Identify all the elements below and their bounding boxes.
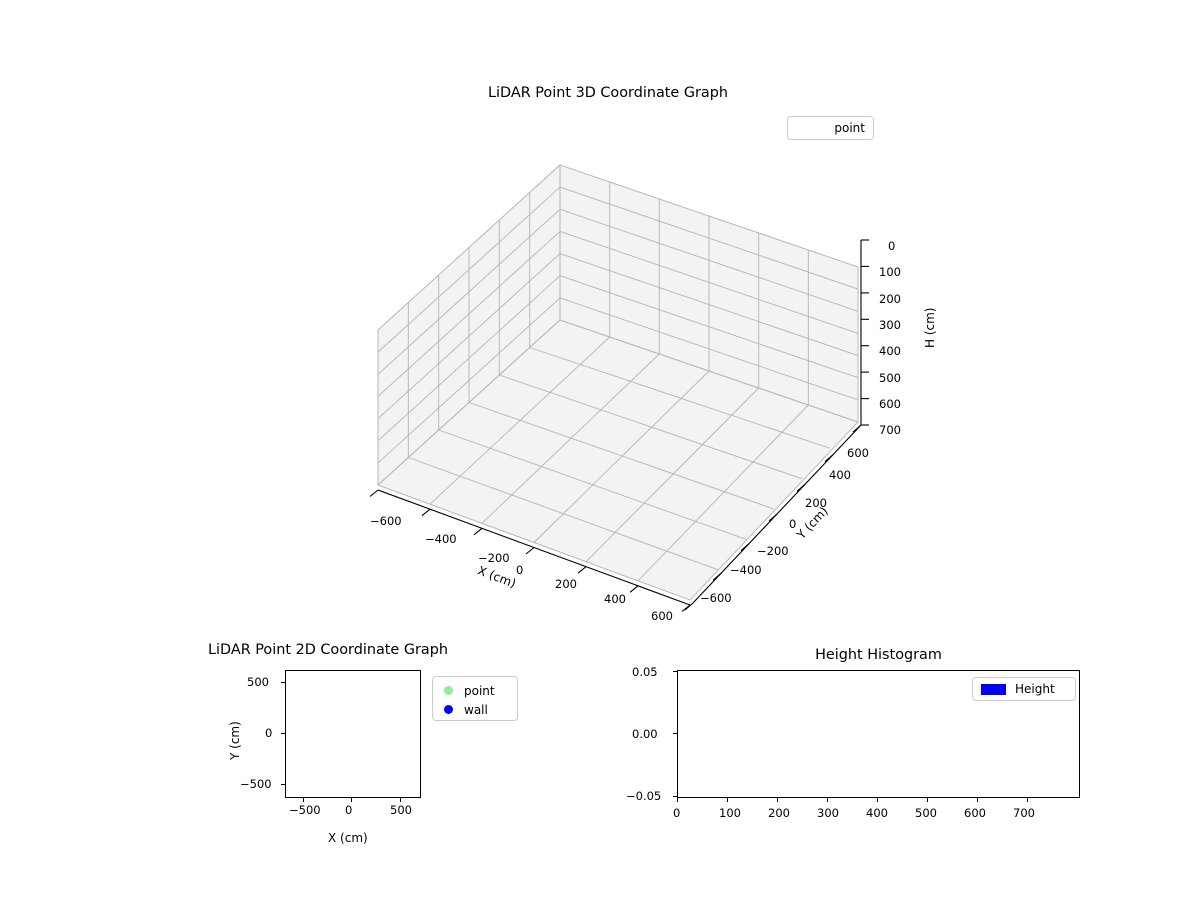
histogram-xtick-5: 500 — [915, 806, 937, 820]
two-d-ytick-mark-1 — [281, 733, 285, 734]
two-d-xtick-mark-1 — [351, 798, 352, 802]
three-d-xtick-1: −400 — [425, 532, 457, 546]
histogram-xtick-mark-7 — [1027, 798, 1028, 802]
histogram-ytick-0: 0.05 — [632, 665, 658, 679]
two-d-yaxis-label: Y (cm) — [228, 721, 242, 760]
two-d-xtick-mark-0 — [303, 798, 304, 802]
histogram-xtick-mark-2 — [777, 798, 778, 802]
histogram-ytick-1: 0.00 — [632, 727, 658, 741]
three-d-legend-label-point: point — [834, 121, 865, 135]
three-d-ytick-0: −600 — [700, 591, 732, 605]
two-d-ytick-m500: −500 — [240, 777, 272, 791]
two-d-plot-area[interactable] — [285, 670, 421, 798]
three-d-htick-6: 600 — [879, 397, 901, 411]
histogram-ytick-mark-0 — [673, 671, 677, 672]
three-d-xtick-6: 600 — [651, 609, 673, 623]
three-d-ytick-5: 400 — [829, 468, 851, 482]
histogram-ytick-2: −0.05 — [626, 789, 662, 803]
two-d-legend-label-wall: wall — [464, 702, 488, 717]
three-d-htick-2: 200 — [879, 292, 901, 306]
two-d-ytick-mark-2 — [281, 784, 285, 785]
histogram-legend-label-height: Height — [1015, 682, 1055, 696]
histogram-xtick-mark-4 — [877, 798, 878, 802]
histogram-xtick-4: 400 — [866, 806, 888, 820]
three-d-htick-4: 400 — [879, 344, 901, 358]
two-d-xtick-500: 500 — [390, 803, 412, 817]
three-d-htick-0: 0 — [888, 239, 896, 253]
histogram-xtick-1: 100 — [719, 806, 741, 820]
histogram-xtick-6: 600 — [964, 806, 986, 820]
histogram-xtick-0: 0 — [673, 806, 681, 820]
legend-marker-height-icon — [981, 683, 1006, 695]
histogram-title: Height Histogram — [815, 647, 942, 663]
two-d-legend[interactable]: point wall — [432, 676, 518, 721]
three-d-xtick-0: −600 — [370, 514, 402, 528]
two-d-xtick-m500: −500 — [289, 803, 321, 817]
legend-marker-point-icon — [444, 686, 453, 695]
histogram-ytick-mark-2 — [673, 796, 677, 797]
two-d-ytick-500: 500 — [247, 675, 269, 689]
histogram-xtick-mark-6 — [977, 798, 978, 802]
two-d-legend-label-point: point — [464, 683, 495, 698]
three-d-ytick-4: 200 — [805, 496, 827, 510]
legend-entry-point[interactable]: point — [439, 681, 511, 700]
two-d-ytick-0: 0 — [265, 726, 273, 740]
histogram-xtick-mark-0 — [677, 798, 678, 802]
legend-entry-wall[interactable]: wall — [439, 700, 511, 719]
three-d-ytick-3: 0 — [789, 517, 797, 531]
two-d-ytick-mark-0 — [281, 682, 285, 683]
histogram-xtick-3: 300 — [817, 806, 839, 820]
three-d-xtick-4: 200 — [555, 577, 577, 591]
three-d-htick-5: 500 — [879, 371, 901, 385]
three-d-htick-7: 700 — [879, 423, 901, 437]
histogram-ytick-mark-1 — [673, 733, 677, 734]
two-d-xtick-0: 0 — [345, 803, 353, 817]
three-d-htick-3: 300 — [879, 318, 901, 332]
histogram-xtick-2: 200 — [768, 806, 790, 820]
three-d-ytick-6: 600 — [847, 446, 869, 460]
legend-marker-wall-icon — [444, 705, 453, 714]
three-d-xtick-3: 0 — [516, 563, 524, 577]
two-d-title: LiDAR Point 2D Coordinate Graph — [208, 642, 448, 658]
histogram-xtick-mark-3 — [827, 798, 828, 802]
three-d-haxis-label: H (cm) — [923, 307, 937, 349]
three-d-ytick-1: −400 — [730, 563, 762, 577]
two-d-xaxis-label: X (cm) — [328, 831, 368, 845]
three-d-axes: .pane{fill:#f2f2f2;fill-opacity:0.92;str… — [369, 163, 869, 612]
histogram-legend[interactable]: Height — [972, 677, 1076, 701]
histogram-xtick-mark-5 — [927, 798, 928, 802]
legend-entry-height[interactable]: Height — [973, 678, 1075, 700]
three-d-legend[interactable]: point — [787, 116, 874, 140]
histogram-xtick-7: 700 — [1013, 806, 1035, 820]
three-d-htick-1: 100 — [879, 265, 901, 279]
three-d-xtick-2: −200 — [478, 551, 510, 565]
three-d-xtick-5: 400 — [604, 592, 626, 606]
three-d-title: LiDAR Point 3D Coordinate Graph — [488, 85, 728, 101]
two-d-xtick-mark-2 — [400, 798, 401, 802]
three-d-ytick-2: −200 — [757, 544, 789, 558]
histogram-xtick-mark-1 — [727, 798, 728, 802]
